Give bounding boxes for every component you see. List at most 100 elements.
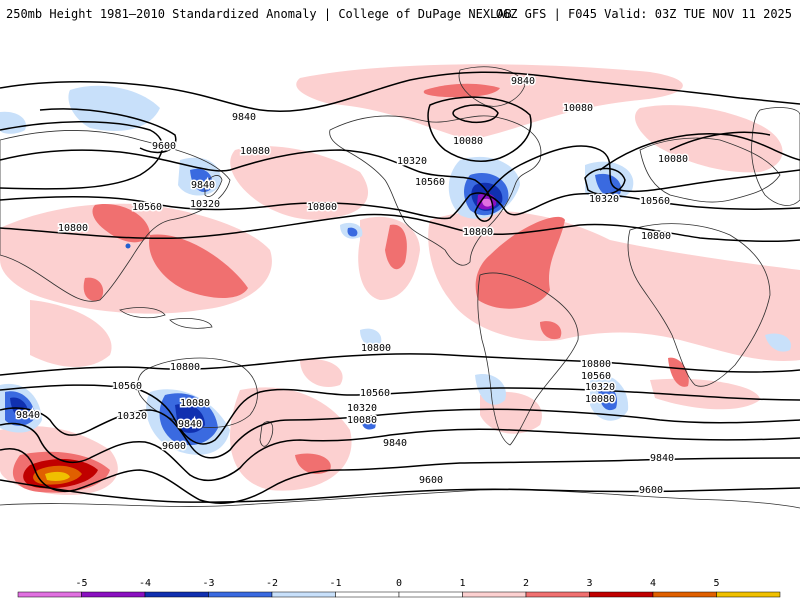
anom-pos-spac2 [300, 359, 343, 388]
contour-label-10800-gulf: 10800 [463, 227, 493, 238]
contour-label-10800-spac: 10800 [361, 343, 391, 354]
anom-pos-npac [230, 146, 369, 220]
contour-label-10800-africa: 10800 [641, 231, 671, 242]
anom-neg2-atl [595, 173, 622, 197]
contour-9840-north [0, 71, 800, 113]
anom-neg2-npac-small [347, 227, 358, 237]
coast-greenland [458, 66, 526, 107]
contour-label-10320-atlantic: 10320 [589, 194, 619, 205]
colorbar-tick-label: 1 [459, 578, 465, 589]
contour-10800-south [0, 353, 800, 376]
anom-pos-sa [650, 378, 760, 410]
colorbar-tick-label: -2 [266, 578, 278, 589]
contour-label-10560-aus: 10560 [112, 381, 142, 392]
contour-label-9840-japan: 9840 [191, 180, 215, 191]
contour-label-9840-satl2: 9840 [650, 453, 674, 464]
contour-10320-atl-loop [584, 167, 626, 196]
colorbar-segment [462, 591, 527, 598]
colorbar-segment [525, 591, 590, 598]
contour-label-10800-npac: 10800 [307, 202, 337, 213]
contour-label-10560-spac: 10560 [360, 388, 390, 399]
anom-pos2-china [92, 204, 150, 243]
anom-pos5-sw [45, 471, 70, 481]
coast-new-zealand [259, 421, 274, 447]
anom-pos2-arctic [423, 83, 500, 98]
colorbar-segment [335, 591, 400, 598]
coast-indonesia-a [119, 307, 166, 319]
colorbar-tick-label: -5 [75, 578, 87, 589]
colorbar-segment [652, 591, 717, 598]
contour-label-10560-europe: 10560 [640, 196, 670, 207]
contour-10080-south [0, 422, 800, 482]
contour-label-10800-asia: 10800 [58, 223, 88, 234]
contour-10080-north [0, 120, 164, 190]
contour-label-9600-pacific: 9600 [152, 141, 176, 152]
colorbar-tick-labels: -5 -4 -3 -2 -1 0 1 2 3 4 5 [75, 578, 719, 589]
height-contours [0, 71, 800, 504]
coast-antarctica [0, 489, 800, 509]
colorbar-tick-label: -3 [202, 578, 214, 589]
anom-neg1-ae [765, 333, 791, 352]
contour-label-9840-alaska: 9840 [232, 112, 256, 123]
anom-pos2-africa [668, 357, 689, 387]
anom-pos-indoceanic [30, 300, 112, 368]
coast-asia-east [751, 107, 800, 206]
anom-neg2-spac-b [361, 416, 376, 430]
contour-label-9840-top: 9840 [511, 76, 535, 87]
colorbar-bar [17, 591, 781, 598]
colorbar-segment [17, 591, 82, 598]
colorbar-segment [208, 591, 273, 598]
contour-label-10320-japan: 10320 [190, 199, 220, 210]
contour-10080-loop-hudson [427, 96, 532, 162]
coast-africa [627, 223, 771, 387]
contour-10320-na [0, 145, 800, 222]
contour-label-10320-satl: 10320 [585, 382, 615, 393]
header: 250mb Height 1981–2010 Standardized Anom… [0, 0, 800, 40]
anom-neg3-spac [175, 403, 205, 433]
contour-label-10800-satl: 10800 [581, 359, 611, 370]
contour-label-10320-canada: 10320 [397, 156, 427, 167]
coast-indonesia-b [169, 318, 213, 329]
contour-label-10320-aus: 10320 [117, 411, 147, 422]
marker-dot [125, 243, 131, 249]
anom-pos2-wpac [149, 234, 248, 298]
colorbar-tick-label: 5 [713, 578, 719, 589]
contour-10320-south [0, 407, 800, 459]
anomaly-shading [0, 64, 800, 495]
contour-10080-europe-b [669, 131, 771, 151]
colorbar-tick-label: -1 [329, 578, 341, 589]
anom-pos2-sa [540, 321, 562, 340]
contour-label-10080-westnp: 10080 [240, 146, 270, 157]
contour-label-10080-satl: 10080 [585, 394, 615, 405]
anom-pos2-carib [475, 216, 565, 309]
colorbar: -5 -4 -3 -2 -1 0 1 2 3 4 5 [17, 578, 781, 598]
contour-9600-low [39, 108, 177, 154]
colorbar-segment [81, 591, 146, 598]
contour-label-10080-hudson: 10080 [453, 136, 483, 147]
colorbar-tick-label: -4 [139, 578, 151, 589]
contour-label-9840-spac: 9840 [383, 438, 407, 449]
anom-neg5-us [482, 198, 493, 207]
anom-neg1-spac-b [360, 328, 382, 347]
contour-label-10080-aus: 10080 [180, 398, 210, 409]
contour-label-9840-aus: 9840 [178, 419, 202, 430]
map-title: 250mb Height 1981–2010 Standardized Anom… [6, 7, 512, 21]
contour-label-9600-aus: 9600 [162, 441, 186, 452]
contour-9840-loop-arctic [452, 104, 499, 124]
coast-north-america [329, 115, 542, 266]
contour-label-10800-australia: 10800 [170, 362, 200, 373]
contour-label-9600-southeast: 9600 [639, 485, 663, 496]
anom-pos2-indochina [83, 277, 104, 302]
contour-label-10080-europe: 10080 [658, 154, 688, 165]
coast-south-america [477, 272, 579, 446]
contour-10080-europe [599, 133, 800, 171]
colorbar-segment [144, 591, 209, 598]
contour-10800-mid [0, 213, 800, 243]
colorbar-segment [589, 591, 654, 598]
contour-label-10560-us: 10560 [415, 177, 445, 188]
anom-pos2-npac [385, 224, 407, 270]
contour-label-10320-spac: 10320 [347, 403, 377, 414]
contour-9600-south [0, 479, 800, 503]
